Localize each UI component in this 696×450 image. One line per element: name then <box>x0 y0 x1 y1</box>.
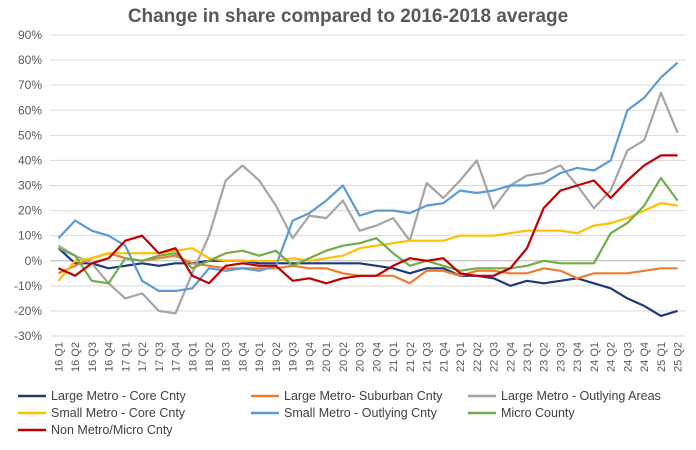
x-tick-label: 20 Q3 <box>355 342 367 372</box>
series-line-small-metro-outlying-cnty <box>57 61 679 292</box>
x-tick-label: 20 Q2 <box>338 342 350 372</box>
x-tick-label: 17 Q2 <box>137 342 149 372</box>
series-line-large-metro-outlying-areas <box>57 91 679 315</box>
x-axis-ticks: 16 Q1 16 Q2 16 Q3 16 Q4 17 Q1 17 Q2 17 Q3 17 Q4… <box>53 342 684 372</box>
legend-item: Small Metro - Core Cnty <box>18 406 186 420</box>
x-tick-label: 21 Q1 <box>388 342 400 372</box>
x-tick-label: 16 Q1 <box>53 342 65 372</box>
x-tick-label: 22 Q3 <box>489 342 501 372</box>
y-tick-label: 50% <box>18 128 42 142</box>
legend-item: Large Metro- Suburban Cnty <box>251 389 443 403</box>
x-tick-label: 24 Q4 <box>639 342 651 372</box>
x-tick-label: 24 Q3 <box>622 342 634 372</box>
legend-label: Non Metro/Micro Cnty <box>51 423 173 437</box>
x-tick-label: 18 Q4 <box>237 342 249 372</box>
y-tick-label: 60% <box>18 103 42 117</box>
x-tick-label: 22 Q2 <box>472 342 484 372</box>
x-tick-label: 20 Q1 <box>321 342 333 372</box>
legend-label: Large Metro - Core Cnty <box>51 389 187 403</box>
x-tick-label: 19 Q4 <box>304 342 316 372</box>
y-tick-label: -30% <box>14 329 42 343</box>
x-tick-label: 22 Q1 <box>455 342 467 372</box>
legend-item: Small Metro - Outlying Cnty <box>251 406 438 420</box>
y-tick-label: 30% <box>18 179 42 193</box>
y-tick-label: -10% <box>14 279 42 293</box>
x-tick-label: 19 Q3 <box>288 342 300 372</box>
series-line-micro-county <box>57 176 679 285</box>
x-tick-label: 25 Q1 <box>656 342 668 372</box>
series-lines <box>57 61 679 317</box>
x-tick-label: 20 Q4 <box>371 342 383 372</box>
series-line-small-metro-core-cnty <box>57 202 678 282</box>
y-tick-label: -20% <box>14 304 42 318</box>
y-tick-label: 40% <box>18 153 42 167</box>
legend-label: Micro County <box>501 406 575 420</box>
x-tick-label: 16 Q3 <box>87 342 99 372</box>
legend-item: Large Metro - Core Cnty <box>18 389 187 403</box>
legend-label: Small Metro - Core Cnty <box>51 406 186 420</box>
y-tick-label: 0% <box>25 254 43 268</box>
y-tick-label: 90% <box>18 28 42 42</box>
legend-label: Small Metro - Outlying Cnty <box>284 406 438 420</box>
x-tick-label: 24 Q2 <box>606 342 618 372</box>
legend-item: Micro County <box>468 406 575 420</box>
x-tick-label: 21 Q4 <box>438 342 450 372</box>
legend-label: Large Metro- Suburban Cnty <box>284 389 443 403</box>
series-line-large-metro-core-cnty <box>57 247 678 317</box>
x-tick-label: 24 Q1 <box>589 342 601 372</box>
y-tick-label: 10% <box>18 229 42 243</box>
y-axis-ticks: 90% 80% 70% 60% 50% 40% 30% 20% 10% 0% -10% -20% -30… <box>14 28 42 343</box>
x-tick-label: 17 Q4 <box>171 342 183 372</box>
x-tick-label: 23 Q1 <box>522 342 534 372</box>
gridlines <box>50 34 686 337</box>
x-tick-label: 18 Q2 <box>204 342 216 372</box>
x-tick-label: 23 Q4 <box>572 342 584 372</box>
x-tick-label: 16 Q2 <box>70 342 82 372</box>
x-tick-label: 19 Q1 <box>254 342 266 372</box>
y-tick-label: 70% <box>18 78 42 92</box>
x-tick-label: 21 Q2 <box>405 342 417 372</box>
series-line-non-metro-micro-cnty <box>57 154 678 285</box>
x-tick-label: 21 Q3 <box>422 342 434 372</box>
legend-label: Large Metro - Outlying Areas <box>501 389 661 403</box>
x-tick-label: 23 Q3 <box>555 342 567 372</box>
x-tick-label: 17 Q3 <box>154 342 166 372</box>
x-tick-label: 25 Q2 <box>673 342 685 372</box>
x-tick-label: 17 Q1 <box>120 342 132 372</box>
y-tick-label: 20% <box>18 204 42 218</box>
x-tick-label: 18 Q3 <box>221 342 233 372</box>
legend-item: Large Metro - Outlying Areas <box>468 389 661 403</box>
chart-title: Change in share compared to 2016-2018 av… <box>127 6 569 27</box>
x-tick-label: 22 Q4 <box>505 342 517 372</box>
legend: Large Metro - Core Cnty Large Metro- Subu… <box>18 389 661 437</box>
legend-item: Non Metro/Micro Cnty <box>18 423 173 437</box>
x-tick-label: 16 Q4 <box>104 342 116 372</box>
x-tick-label: 18 Q1 <box>187 342 199 372</box>
y-tick-label: 80% <box>18 53 42 67</box>
x-tick-label: 19 Q2 <box>271 342 283 372</box>
x-tick-label: 23 Q2 <box>539 342 551 372</box>
